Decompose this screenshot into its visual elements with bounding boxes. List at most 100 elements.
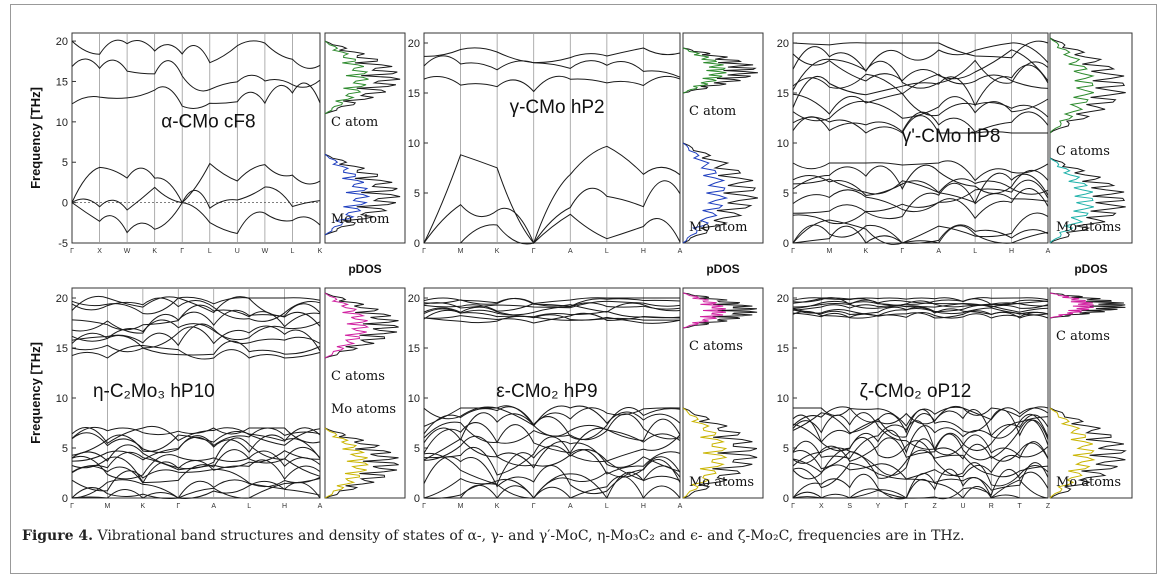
pdos-mo-partial [1049,157,1094,244]
pdos-total-mo [682,142,758,244]
phonon-branch [71,480,321,499]
y-tick-label: 15 [56,76,68,88]
phonon-branch [71,427,321,456]
phonon-branch [792,311,1049,319]
pdos-total-c [1049,37,1126,134]
pdos-total-mo [324,153,401,236]
phonon-branch [792,115,1048,134]
phonon-branch [792,297,1049,306]
kpoint-label: A [568,248,573,255]
phonon-branch [792,164,1049,194]
pdos-total-c [1049,292,1126,319]
kpoint-label: A [936,248,941,255]
y-tick-label: 0 [783,493,789,505]
frequency-axis-label: Frequency [THz] [28,87,43,189]
phonon-branch [423,297,681,307]
pdos-mo-label: Mo atoms [689,475,754,490]
kpoint-label: A [211,503,216,510]
phonon-branch [792,297,1049,303]
phonon-branch [424,213,681,245]
y-tick-label: 20 [408,38,420,50]
phonon-branch [792,58,1049,91]
kpoint-label: K [495,503,500,510]
kpoint-label: Γ [900,248,904,255]
frequency-axis-label: Frequency [THz] [28,342,43,444]
pdos-frame [1049,32,1133,244]
phonon-branch [792,472,1048,499]
y-tick-label: 10 [408,138,420,150]
phonon-branch [793,406,1049,427]
band-plot-frame [423,32,681,244]
kpoint-label: K [495,248,500,255]
pdos-c-label: C atom [331,115,378,130]
pdos-mo-partial [324,153,371,236]
phonon-branch [792,111,1049,133]
y-tick-label: 15 [777,343,789,355]
phonon-branch [423,314,681,324]
y-tick-label: 5 [783,443,789,455]
phonon-branch [792,414,1049,454]
y-tick-label: 0 [62,198,68,210]
kpoint-label: L [290,248,294,255]
kpoint-label: U [235,248,240,255]
pdos-c-label: C atoms [1056,329,1110,344]
phonon-branch [423,412,681,444]
phonon-branch [792,183,1049,220]
y-tick-label: 5 [414,188,420,200]
pdos-mo-partial [1049,407,1096,499]
kpoint-label: Γ [791,248,795,255]
kpoint-label: W [124,248,131,255]
phonon-branch [792,449,1049,479]
kpoint-label: M [827,248,833,255]
phonon-branch [423,434,681,467]
phonon-branch [792,160,1049,182]
kpoint-label: M [105,503,111,510]
phonon-branch [423,297,680,305]
kpoint-label: T [1018,503,1023,510]
kpoint-label: Z [1046,503,1051,510]
kpoint-label: Γ [70,248,74,255]
y-tick-label: 15 [777,88,789,100]
kpoint-label: Γ [180,248,184,255]
pdos-total-c [682,292,758,329]
phonon-branch [71,325,321,352]
pdos-axis-label: pDOS [1074,262,1107,276]
phonon-branch [71,426,321,444]
y-tick-label: 5 [62,157,68,169]
phonon-branch [423,456,681,499]
phonon-branch [423,302,681,316]
pdos-mo-partial [682,407,728,499]
pdos-c-partial [324,292,370,359]
pdos-mo-label: Mo atom [689,220,747,235]
pdos-mo-label: Mo atoms [331,402,396,417]
kpoint-label: M [458,248,464,255]
phonon-branch [792,42,1049,73]
panel-title: ε-CMo₂ hP9 [496,381,597,402]
figure-caption: Figure 4. Vibrational band structures an… [22,528,1147,544]
y-tick-label: 0 [414,238,420,250]
pdos-axis-label: pDOS [706,262,739,276]
phonon-branch [792,49,1049,82]
kpoint-label: L [208,248,212,255]
kpoint-label: R [989,503,994,510]
phonon-branch [792,96,1049,122]
band-plot-frame [423,287,681,499]
y-tick-label: 5 [62,443,68,455]
phonon-branch [792,468,1049,500]
y-tick-label: 10 [408,393,420,405]
y-tick-label: 15 [408,88,420,100]
phonon-branch [792,412,1049,452]
kpoint-label: H [282,503,287,510]
kpoint-label: K [141,503,146,510]
y-tick-label: 20 [56,293,68,305]
kpoint-label: U [960,503,965,510]
caption-label: Figure 4. [22,528,93,544]
phonon-branch [792,300,1049,309]
phonon-branch [423,406,681,440]
pdos-total-c [682,47,758,94]
phonon-branch [424,475,681,499]
pdos-frame [682,32,764,244]
pdos-c-label: C atom [689,104,736,119]
phonon-branch [71,478,321,499]
